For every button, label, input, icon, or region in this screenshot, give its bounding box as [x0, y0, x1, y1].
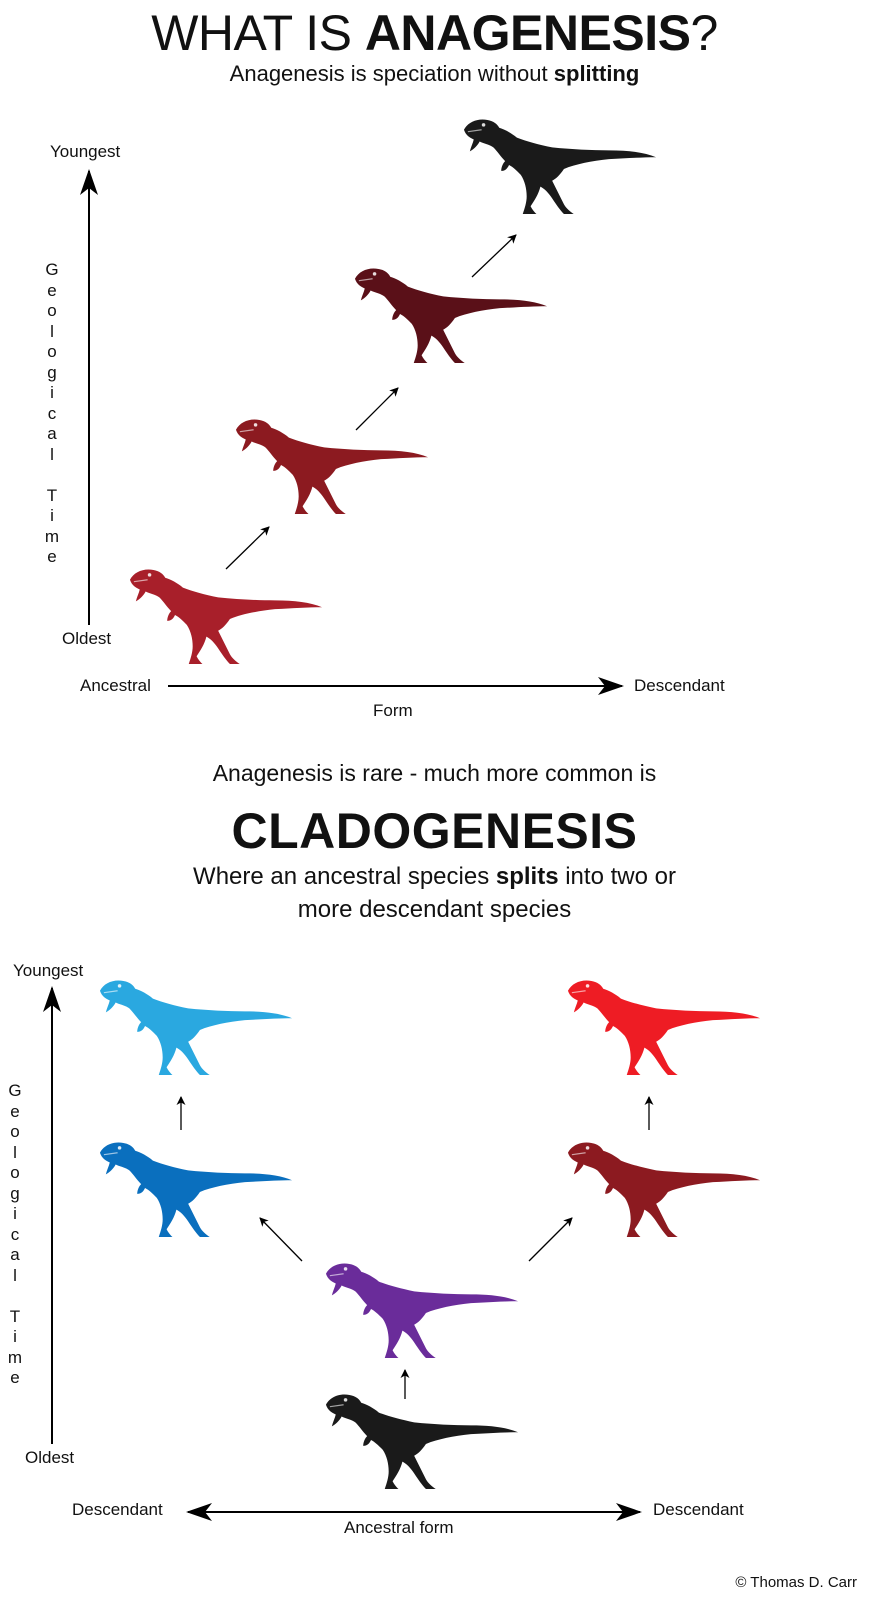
- axis-title-letter: e: [10, 1101, 20, 1121]
- axis-title-letter: i: [50, 506, 54, 525]
- axis-title-letter: e: [10, 1368, 20, 1387]
- title-end: ?: [690, 5, 718, 61]
- axis-title-letter: [42, 465, 62, 486]
- axis-title-letter: e: [47, 280, 57, 300]
- axis-title-letter: e: [47, 547, 57, 566]
- rare-statement: Anagenesis is rare - much more common is: [212, 760, 657, 786]
- transition-arrow-3: [471, 234, 517, 278]
- axis-title-letter: i: [50, 383, 54, 402]
- axis-title-letter: l: [50, 321, 54, 341]
- dinosaur-youngest: [463, 118, 657, 215]
- axis-title-letter: i: [13, 1204, 17, 1223]
- where-bold: splits: [495, 863, 559, 890]
- anagenesis-ancestral-label: Ancestral: [80, 676, 151, 695]
- axis-title-letter: l: [50, 444, 54, 464]
- dinosaur-ancestor: [325, 1393, 519, 1490]
- axis-title-letter: o: [10, 1122, 20, 1141]
- cladogenesis-left-descendant-label: Descendant: [72, 1500, 163, 1519]
- anagenesis-oldest-label: Oldest: [62, 629, 112, 648]
- cladogenesis-right-descendant-label: Descendant: [653, 1500, 744, 1519]
- title-plain: WHAT IS: [151, 5, 365, 61]
- anagenesis-youngest-label: Youngest: [50, 142, 121, 161]
- cladogenesis-definition-line1: Where an ancestral species splits into t…: [0, 863, 869, 891]
- transition-arrow-2: [355, 387, 399, 431]
- axis-title-letter: m: [44, 526, 60, 546]
- axis-title-letter: o: [47, 301, 57, 320]
- transition-arrow-1: [225, 526, 270, 570]
- anagenesis-form-label: Form: [373, 701, 413, 720]
- dinosaur-second: [235, 418, 429, 515]
- axis-title-letter: g: [10, 1183, 20, 1203]
- cladogenesis-diagram: [43, 979, 761, 1521]
- axis-title-letter: G: [45, 260, 59, 279]
- dinosaur-right-mid: [567, 1141, 761, 1238]
- subtitle-bold: splitting: [553, 61, 640, 86]
- cladogenesis-heading: CLADOGENESIS: [231, 803, 638, 859]
- where-end: into two or: [558, 863, 676, 890]
- axis-title-letter: l: [13, 1142, 17, 1162]
- dinosaur-left-top: [99, 979, 293, 1076]
- arrow-branch-left: [259, 1217, 303, 1262]
- dinosaur-third: [354, 267, 548, 364]
- axis-title-letter: T: [9, 1306, 21, 1326]
- axis-title-letter: l: [13, 1265, 17, 1285]
- axis-title-letter: m: [7, 1347, 23, 1367]
- axis-title-letter: a: [10, 1245, 20, 1264]
- title-bold: ANAGENESIS: [364, 5, 691, 61]
- where-plain: Where an ancestral species: [193, 863, 496, 890]
- dinosaur-right-top: [567, 979, 761, 1076]
- dinosaur-intermediate: [325, 1262, 519, 1359]
- subtitle-plain: Anagenesis is speciation without: [229, 61, 554, 86]
- axis-title-letter: g: [47, 362, 57, 382]
- axis-title-letter: i: [13, 1327, 17, 1346]
- page-title: WHAT IS ANAGENESIS?: [0, 4, 869, 62]
- credit-line: © Thomas D. Carr: [735, 1574, 857, 1591]
- cladogenesis-oldest-label: Oldest: [25, 1448, 75, 1467]
- cladogenesis-definition-line2: more descendant species: [297, 896, 572, 923]
- cladogenesis-youngest-label: Youngest: [13, 961, 84, 980]
- dinosaur-left-mid: [99, 1141, 293, 1238]
- anagenesis-descendant-label: Descendant: [634, 676, 725, 695]
- anagenesis-diagram: [80, 118, 657, 695]
- dinosaur-oldest: [129, 568, 323, 665]
- arrow-branch-right: [528, 1217, 573, 1262]
- axis-title-letter: o: [10, 1163, 20, 1182]
- cladogenesis-ancestral-form-label: Ancestral form: [344, 1518, 454, 1537]
- axis-title-letter: T: [46, 485, 58, 505]
- axis-title-letter: a: [47, 424, 57, 443]
- axis-title-letter: [5, 1286, 25, 1307]
- axis-title-letter: c: [47, 403, 57, 423]
- page-subtitle: Anagenesis is speciation without splitti…: [0, 61, 869, 87]
- axis-title-letter: c: [10, 1224, 20, 1244]
- axis-title-letter: G: [8, 1081, 22, 1100]
- axis-title-letter: o: [47, 342, 57, 361]
